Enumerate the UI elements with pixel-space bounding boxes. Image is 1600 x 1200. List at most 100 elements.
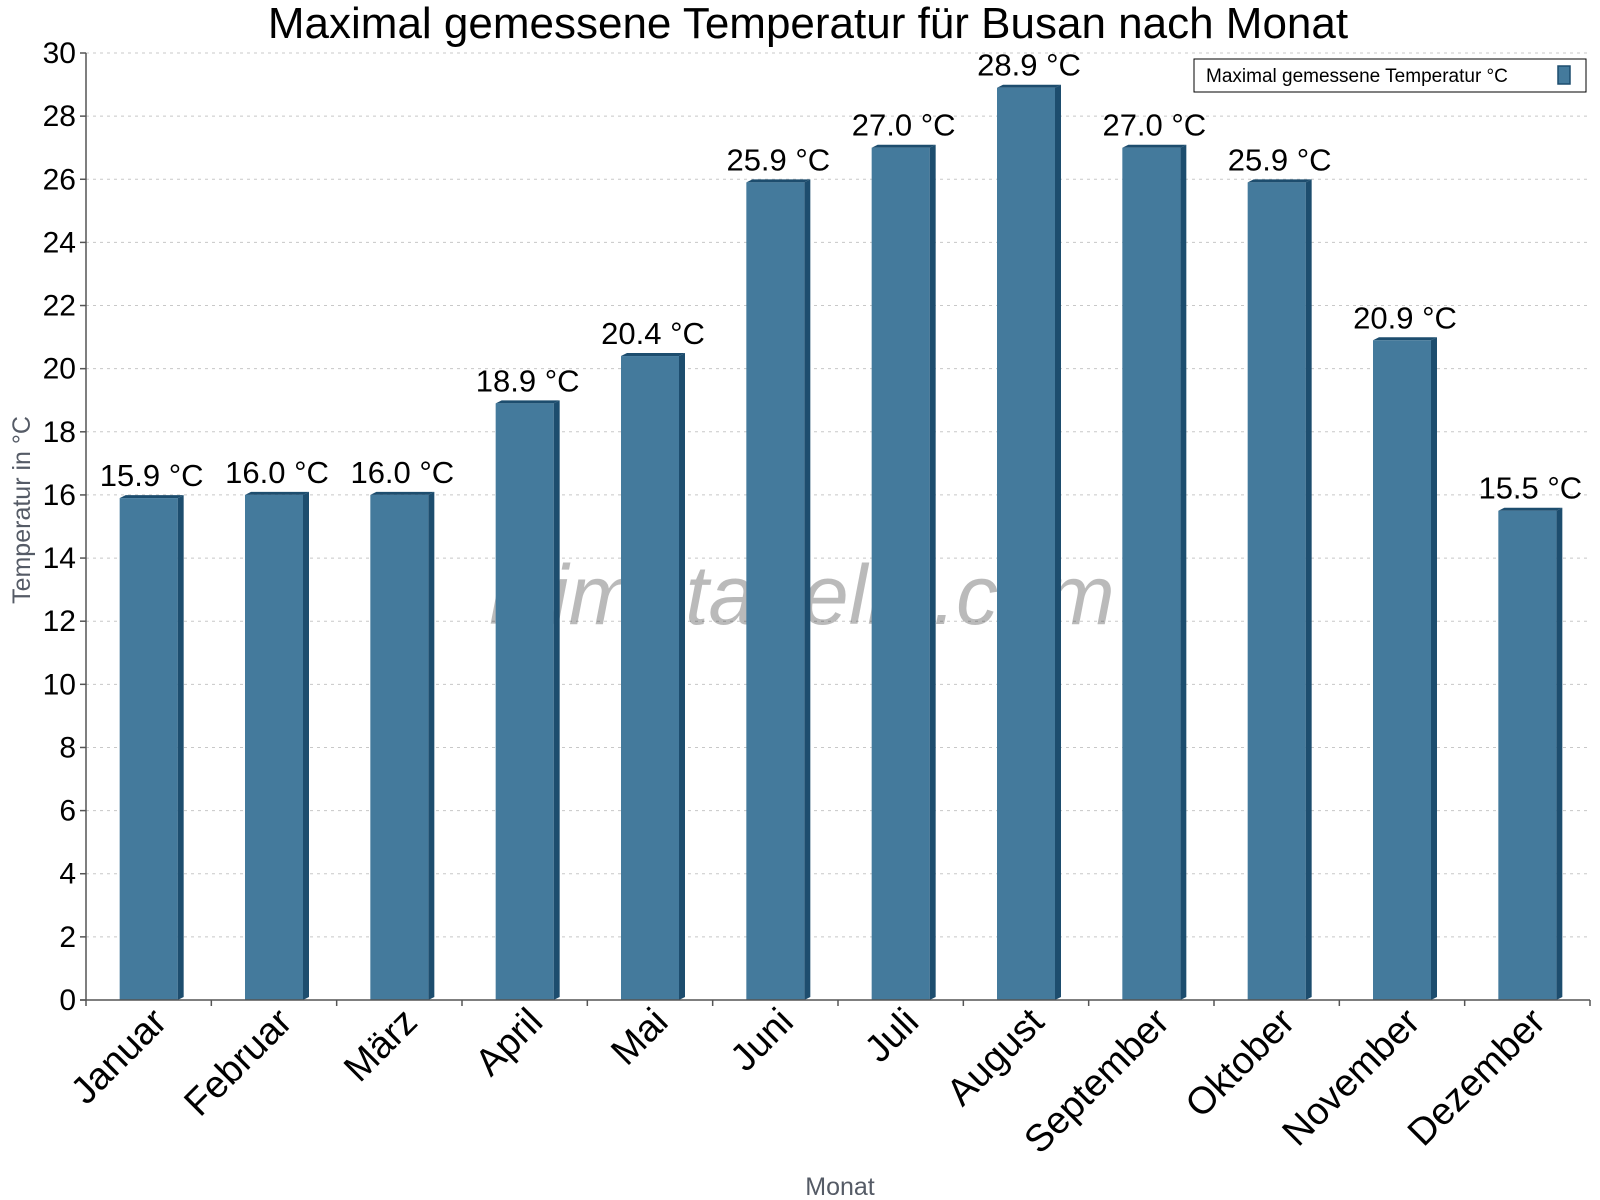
x-tick-label: Februar bbox=[177, 1000, 301, 1124]
data-labels: 15.9 °C 16.0 °C 16.0 °C 18.9 °C 20.4 °C 25.9 … bbox=[100, 48, 1582, 506]
y-tick-label: 4 bbox=[59, 858, 76, 891]
bar-top bbox=[746, 179, 811, 183]
bar-side bbox=[679, 353, 685, 1000]
bar-top bbox=[871, 144, 936, 148]
data-label: 18.9 °C bbox=[476, 363, 580, 398]
x-tick-label: Oktober bbox=[1178, 1000, 1304, 1126]
y-tick-label: 14 bbox=[43, 542, 76, 575]
legend-label: Maximal gemessene Temperatur °C bbox=[1206, 66, 1508, 87]
y-tick-label: 8 bbox=[59, 731, 76, 764]
x-tick-labels: Januar Februar März April Mai Juni Juli AugustS… bbox=[63, 1000, 1554, 1161]
y-tick-label: 26 bbox=[43, 163, 76, 196]
x-tick-label: April bbox=[468, 1001, 551, 1084]
bar-face bbox=[997, 87, 1055, 1001]
bar-top bbox=[1373, 337, 1437, 341]
data-label: 27.0 °C bbox=[852, 108, 956, 143]
bar-top bbox=[495, 400, 560, 404]
bar-face bbox=[746, 182, 805, 1000]
bar-face bbox=[1122, 147, 1181, 1000]
bar-face bbox=[621, 356, 679, 1000]
bar-side bbox=[303, 491, 309, 1000]
bar bbox=[871, 144, 936, 1000]
bar-face bbox=[1373, 340, 1431, 1000]
y-tick-label: 22 bbox=[43, 290, 76, 323]
bar-side bbox=[1431, 337, 1437, 1000]
grid-lines bbox=[86, 52, 1590, 938]
data-label: 20.4 °C bbox=[601, 316, 705, 351]
axes bbox=[80, 52, 1591, 1006]
y-tick-label: 28 bbox=[43, 100, 76, 133]
bar-face bbox=[370, 494, 429, 1000]
data-label: 16.0 °C bbox=[350, 455, 454, 490]
bar-side bbox=[1055, 84, 1061, 1001]
bar bbox=[245, 491, 309, 1000]
bar-top bbox=[370, 491, 435, 495]
bar-top bbox=[1498, 507, 1563, 511]
y-tick-label: 0 bbox=[59, 984, 76, 1017]
y-axis-label: Temperatur in °C bbox=[8, 416, 36, 604]
y-tick-label: 12 bbox=[43, 605, 76, 638]
bar-top bbox=[997, 84, 1061, 88]
chart-title: Maximal gemessene Temperatur für Busan n… bbox=[268, 0, 1348, 48]
bar-top bbox=[119, 495, 184, 499]
x-tick-label: August bbox=[939, 1000, 1053, 1114]
bar-face bbox=[1498, 510, 1557, 1000]
bar-face bbox=[245, 494, 303, 1000]
bars bbox=[119, 84, 1563, 1001]
data-label: 25.9 °C bbox=[726, 142, 830, 177]
y-tick-label: 18 bbox=[43, 416, 76, 449]
bar bbox=[746, 179, 811, 1000]
bar-top bbox=[1247, 179, 1312, 183]
y-tick-label: 6 bbox=[59, 795, 76, 828]
y-tick-label: 10 bbox=[43, 668, 76, 701]
bar-face bbox=[495, 403, 554, 1000]
bar bbox=[1122, 144, 1187, 1000]
legend-swatch bbox=[1557, 65, 1571, 85]
bar-side bbox=[553, 400, 560, 1000]
bar bbox=[1373, 337, 1437, 1000]
bar-top bbox=[245, 491, 309, 495]
bar bbox=[370, 491, 435, 1000]
legend: Maximal gemessene Temperatur °C bbox=[1193, 58, 1587, 93]
bar-side bbox=[804, 179, 811, 1000]
data-label: 16.0 °C bbox=[225, 455, 329, 490]
y-tick-label: 2 bbox=[59, 921, 76, 954]
bar-face bbox=[871, 147, 930, 1000]
bar-side bbox=[929, 144, 936, 1000]
bar-top bbox=[621, 353, 685, 357]
x-axis-label: Monat bbox=[805, 1173, 875, 1200]
x-tick-label: Mai bbox=[603, 1001, 676, 1074]
bar-face bbox=[1247, 182, 1306, 1000]
bar-face bbox=[119, 498, 178, 1000]
data-label: 27.0 °C bbox=[1102, 108, 1206, 143]
data-label: 25.9 °C bbox=[1228, 142, 1332, 177]
bar-top bbox=[1122, 144, 1187, 148]
bar-side bbox=[1556, 507, 1563, 1000]
bar bbox=[621, 353, 685, 1000]
data-label: 20.9 °C bbox=[1353, 300, 1457, 335]
x-tick-label: März bbox=[336, 1001, 425, 1090]
y-tick-label: 16 bbox=[43, 479, 76, 512]
bar bbox=[1247, 179, 1312, 1000]
data-label: 28.9 °C bbox=[977, 48, 1081, 83]
data-label: 15.9 °C bbox=[100, 458, 204, 493]
bar bbox=[119, 495, 184, 1000]
x-tick-label: Dezember bbox=[1400, 1000, 1554, 1154]
legend-box bbox=[1193, 58, 1587, 93]
bar-side bbox=[1305, 179, 1312, 1000]
x-tick-label: Juli bbox=[857, 1001, 927, 1071]
bar-side bbox=[1180, 144, 1187, 1000]
y-tick-label: 24 bbox=[43, 226, 76, 259]
y-tick-label: 20 bbox=[43, 353, 76, 386]
bar bbox=[1498, 507, 1563, 1000]
bar bbox=[997, 84, 1061, 1001]
bar-side bbox=[428, 491, 435, 1000]
x-tick-label: Juni bbox=[723, 1001, 802, 1080]
bar bbox=[495, 400, 560, 1000]
x-tick-label: Januar bbox=[63, 1000, 175, 1112]
data-label: 15.5 °C bbox=[1478, 471, 1582, 506]
bar-side bbox=[177, 495, 184, 1000]
y-tick-label: 30 bbox=[43, 37, 76, 70]
